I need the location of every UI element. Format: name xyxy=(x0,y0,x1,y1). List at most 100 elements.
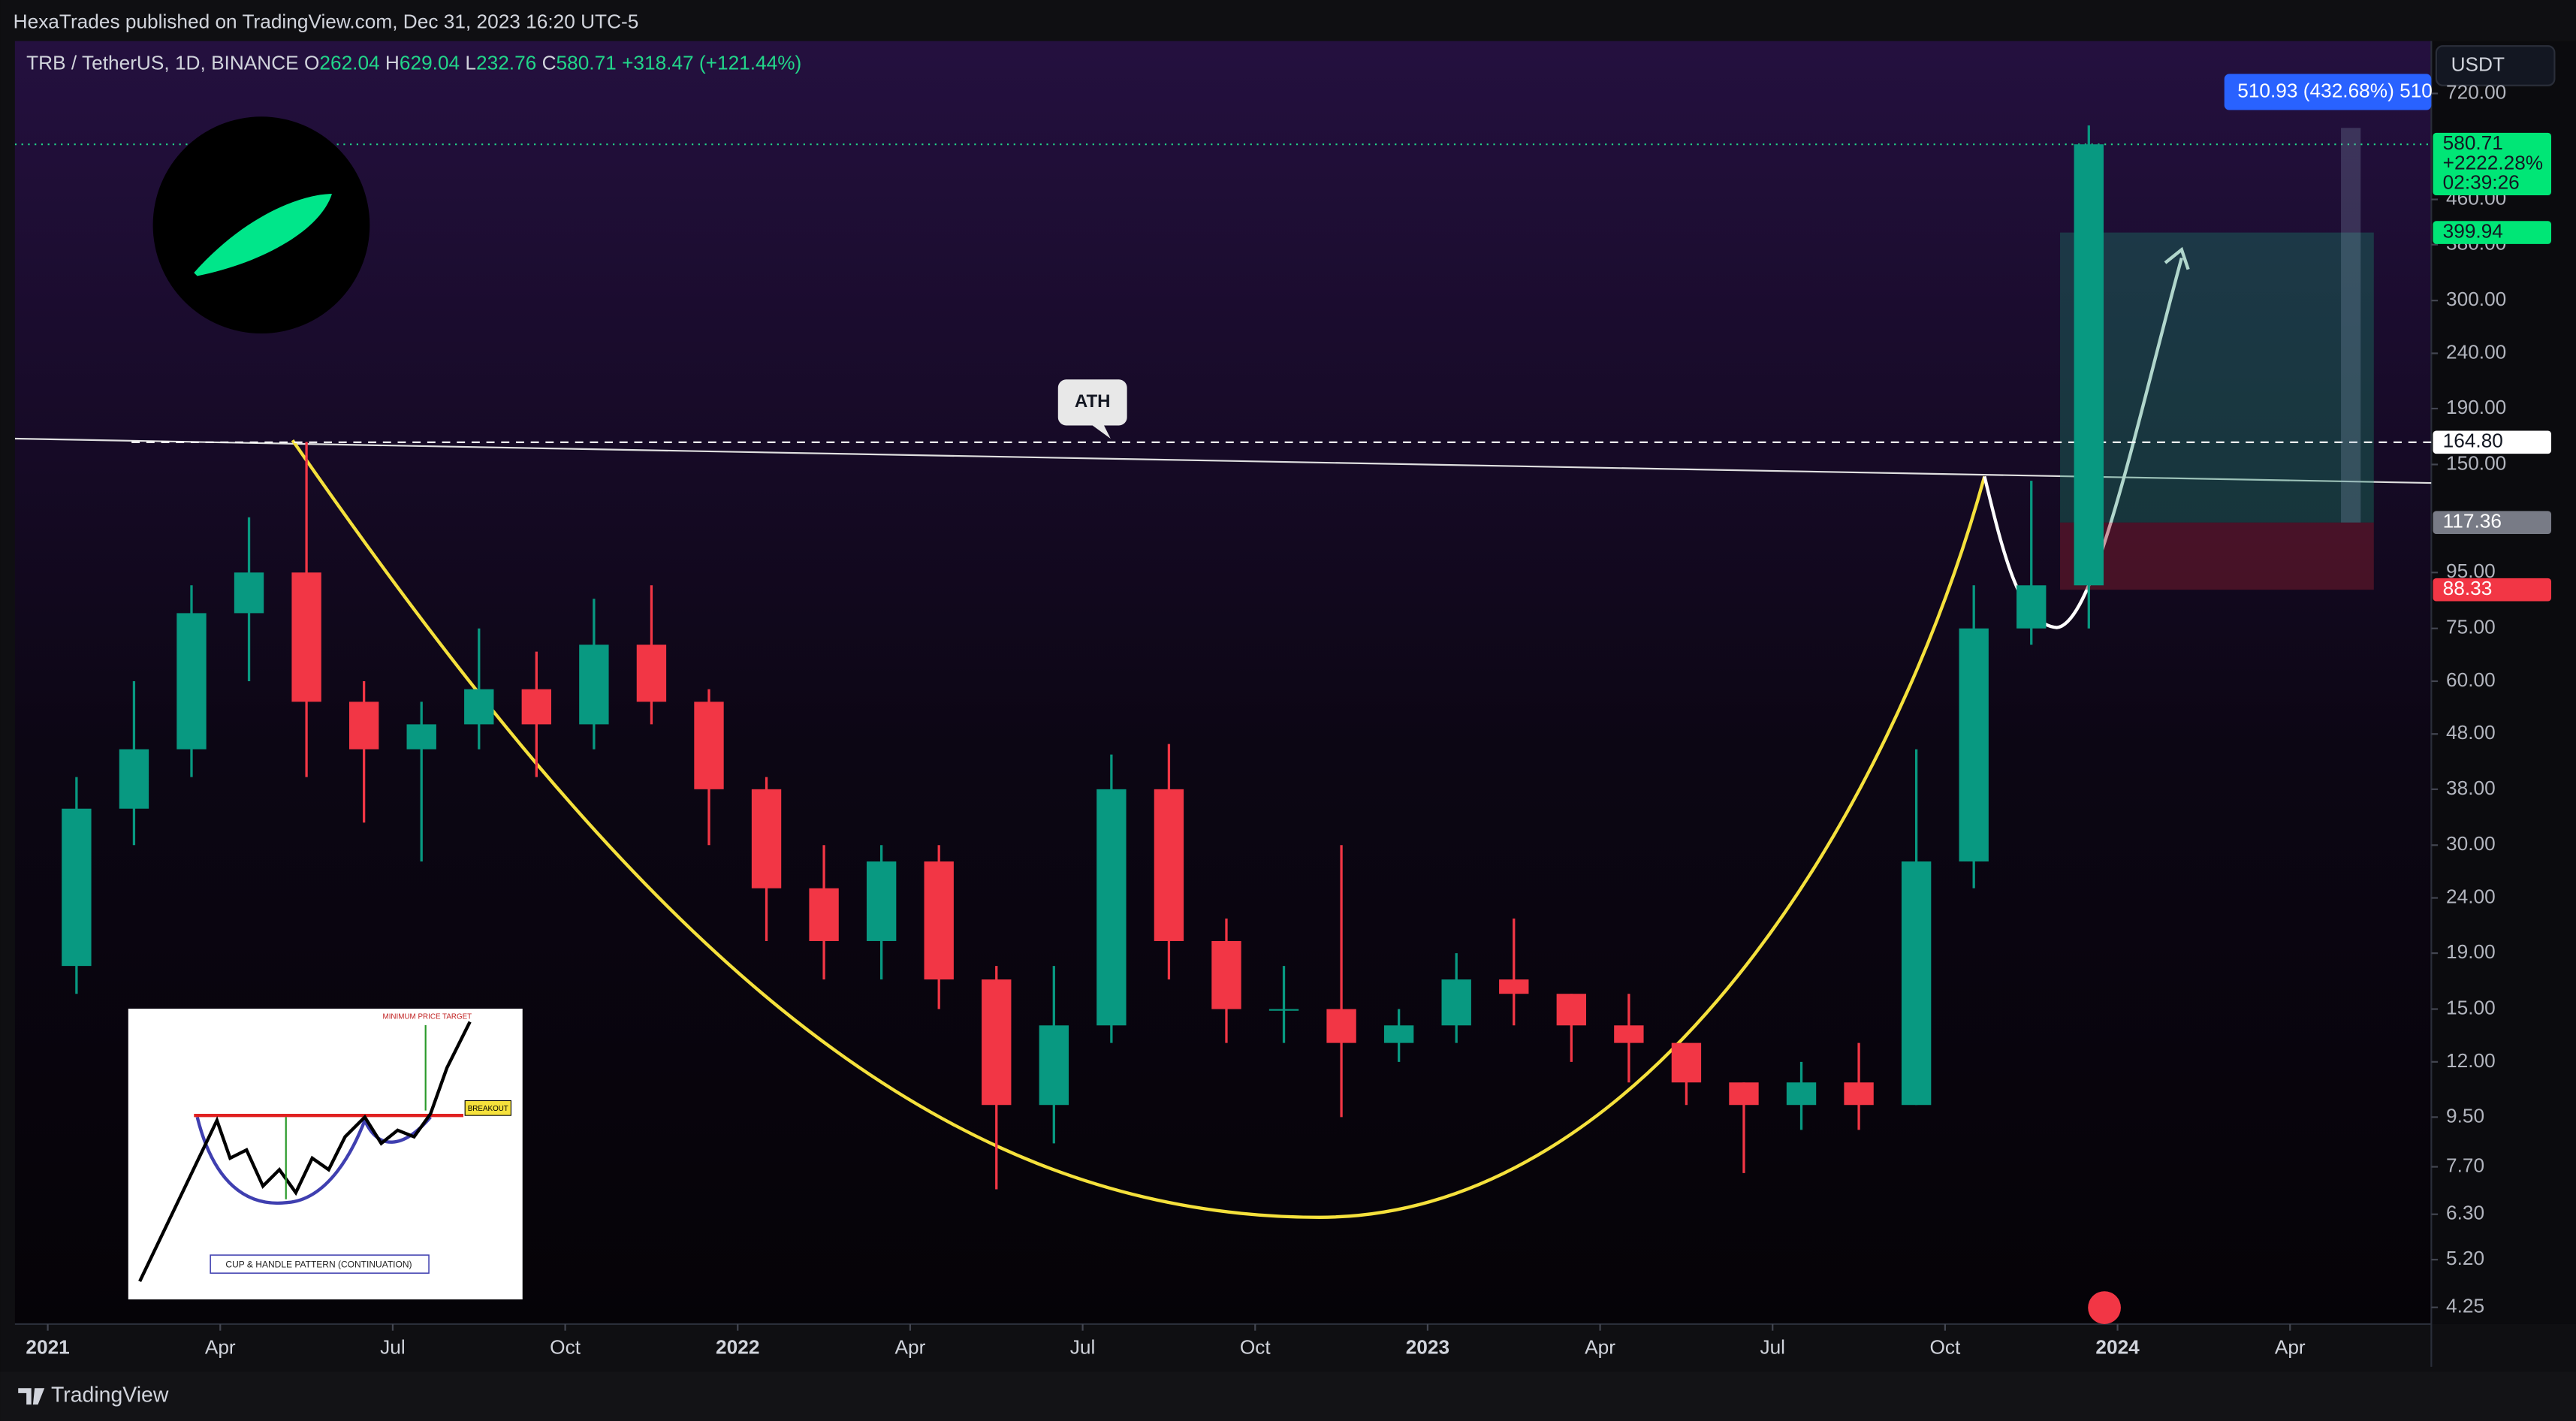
candle-body xyxy=(1901,861,1932,1106)
price-label-extra: 02:39:26 xyxy=(2443,171,2520,194)
symbol: TRB / TetherUS, 1D, BINANCE xyxy=(26,51,299,74)
inset-target-label: MINIMUM PRICE TARGET xyxy=(383,1013,472,1021)
footer-bar xyxy=(0,1371,2576,1421)
inset: MINIMUM PRICE TARGET BREAKOUT CUP & HAND… xyxy=(128,1008,523,1300)
handle-arrow xyxy=(1983,257,2183,629)
x-tick-label: 2022 xyxy=(716,1336,759,1359)
inset-breakout-box xyxy=(464,1100,511,1116)
ohlc-key: C xyxy=(542,51,557,74)
y-tick-label: 30.00 xyxy=(2446,832,2496,855)
y-tick-label: 240.00 xyxy=(2446,340,2506,363)
candle-body xyxy=(1556,994,1586,1026)
candle-body xyxy=(62,808,92,967)
ohlc-value: 262.04 xyxy=(319,51,379,74)
ohlc-value: 232.76 xyxy=(476,51,536,74)
x-tick-label: 2024 xyxy=(2095,1336,2140,1359)
price-label: 399.94 xyxy=(2443,220,2503,243)
change: +318.47 (+121.44%) xyxy=(622,51,801,74)
candle-body xyxy=(2016,585,2047,629)
candle-body xyxy=(866,861,897,941)
currency-button[interactable] xyxy=(2435,45,2556,86)
candle-body xyxy=(521,689,552,725)
candle-body xyxy=(1096,789,1127,1026)
candle-body xyxy=(636,644,667,702)
candle-body xyxy=(1268,1009,1299,1011)
measure-bar xyxy=(2341,128,2361,523)
candle-body xyxy=(291,572,321,702)
candle-body xyxy=(1671,1042,1702,1083)
price-label-box xyxy=(2433,430,2552,454)
y-tick-label: 7.70 xyxy=(2446,1154,2484,1176)
y-tick-label: 5.20 xyxy=(2446,1247,2484,1269)
y-tick-label: 24.00 xyxy=(2446,885,2496,907)
measure-label: 510.93 (432.68%) 510 xyxy=(2237,79,2433,101)
price-label-extra: +2222.28% xyxy=(2443,151,2543,173)
inset-frame xyxy=(128,1008,523,1300)
candle-body xyxy=(579,644,609,725)
price-label-box xyxy=(2433,511,2552,535)
currency[interactable]: USDT xyxy=(2451,53,2505,75)
x-tick-label: Apr xyxy=(2275,1336,2306,1359)
y-tick-label: 60.00 xyxy=(2446,668,2496,691)
price-axis xyxy=(2431,41,2576,1324)
y-tick-label: 150.00 xyxy=(2446,451,2506,474)
ohlc-key: L xyxy=(465,51,476,74)
inset-breakout: BREAKOUT xyxy=(468,1105,508,1113)
x-tick-label: Oct xyxy=(1930,1336,1962,1359)
y-tick-label: 190.00 xyxy=(2446,396,2506,418)
x-tick-label: Jul xyxy=(1760,1336,1785,1359)
publisher: HexaTrades published on TradingView.com,… xyxy=(14,11,639,33)
y-tick-label: 19.00 xyxy=(2446,940,2496,963)
footer-brand: TradingView xyxy=(51,1383,169,1407)
callout-box xyxy=(1057,379,1127,426)
candle-body xyxy=(119,749,149,809)
profit-zone xyxy=(2060,232,2374,523)
event-icon xyxy=(2088,1291,2121,1324)
candle-body xyxy=(348,701,379,750)
price-label: 117.36 xyxy=(2443,510,2502,532)
price-label: 88.33 xyxy=(2443,577,2493,599)
ohlc-key: H xyxy=(385,51,400,74)
y-tick-label: 38.00 xyxy=(2446,777,2496,799)
tv-logo xyxy=(18,1388,45,1405)
trendline xyxy=(14,437,2432,484)
candle-body xyxy=(1154,789,1184,941)
x-tick-label: Apr xyxy=(895,1336,926,1359)
x-tick-label: Apr xyxy=(205,1336,236,1359)
x-tick-label: Oct xyxy=(1240,1336,1271,1359)
y-tick-label: 9.50 xyxy=(2446,1104,2484,1127)
candle-body xyxy=(2074,144,2104,586)
y-tick-label: 300.00 xyxy=(2446,288,2506,310)
candle-body xyxy=(1326,1009,1356,1043)
y-tick-label: 4.25 xyxy=(2446,1295,2484,1317)
inset-caption: CUP & HANDLE PATTERN (CONTINUATION) xyxy=(225,1259,412,1269)
arrow-head xyxy=(2164,246,2190,270)
ath-label: ATH xyxy=(1075,391,1111,412)
plot xyxy=(14,125,2432,1219)
inset-price xyxy=(138,1021,472,1283)
candle-body xyxy=(982,979,1012,1106)
ohlc-key: O xyxy=(304,51,319,74)
candle-body xyxy=(809,888,839,941)
candle-body xyxy=(464,689,494,725)
ohlc-value: 629.04 xyxy=(400,51,460,74)
candle-body xyxy=(694,701,724,789)
x-tick-label: Apr xyxy=(1585,1336,1615,1359)
candle-body xyxy=(1786,1082,1817,1106)
price-label-box xyxy=(2433,578,2552,602)
y-tick-label: 6.30 xyxy=(2446,1202,2484,1224)
callout-tail xyxy=(1092,425,1111,439)
candle-body xyxy=(406,724,436,750)
candle-body xyxy=(234,572,264,614)
x-tick-label: 2021 xyxy=(26,1336,69,1359)
price-label-box xyxy=(2433,132,2552,195)
candle-body xyxy=(1039,1025,1069,1106)
candle-body xyxy=(1614,1025,1644,1043)
candle-body xyxy=(751,789,782,889)
y-tick-label: 75.00 xyxy=(2446,616,2496,638)
loss-zone xyxy=(2060,522,2374,590)
cup-curve xyxy=(291,439,1986,1219)
inset-cup xyxy=(195,1115,432,1205)
